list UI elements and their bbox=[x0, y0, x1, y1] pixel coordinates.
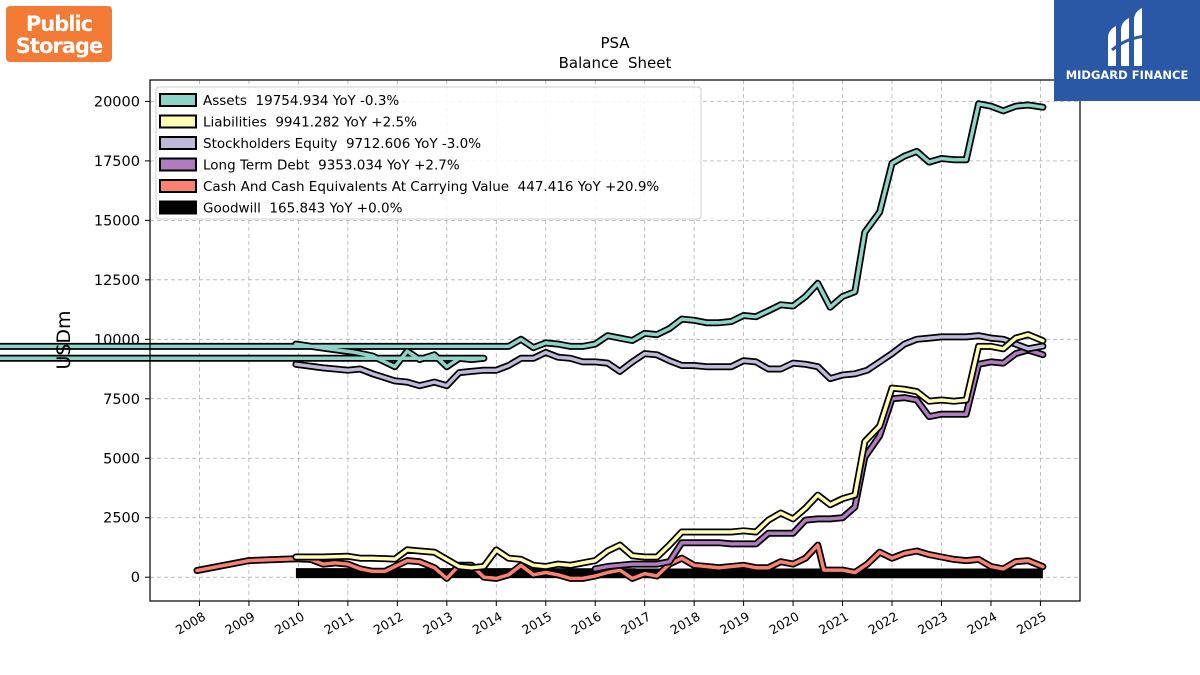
y-tick-label: 0 bbox=[131, 570, 140, 586]
x-tick-label: 2018 bbox=[668, 609, 703, 638]
y-tick-label: 5000 bbox=[103, 451, 140, 467]
y-tick-label: 7500 bbox=[103, 392, 140, 408]
chart-title: PSA bbox=[600, 34, 630, 52]
x-tick-label: 2017 bbox=[618, 609, 653, 638]
public-storage-logo-line2: Storage bbox=[15, 34, 103, 58]
legend-label: Long Term Debt 9353.034 YoY +2.7% bbox=[203, 158, 460, 174]
series-line bbox=[593, 348, 1045, 571]
legend-box bbox=[155, 86, 702, 220]
x-tick-label: 2010 bbox=[272, 609, 307, 638]
series-line bbox=[294, 333, 1045, 388]
y-tick-label: 17500 bbox=[94, 154, 140, 170]
x-tick-label: 2019 bbox=[717, 609, 752, 638]
y-axis-label: USDm bbox=[53, 310, 75, 369]
legend-label: Stockholders Equity 9712.606 YoY -3.0% bbox=[203, 136, 481, 152]
legend-swatch bbox=[159, 93, 197, 107]
public-storage-logo-line1: Public bbox=[25, 12, 93, 36]
x-tick-label: 2016 bbox=[569, 609, 604, 638]
y-tick-label: 12500 bbox=[94, 273, 140, 289]
public-storage-logo: Public Storage bbox=[6, 6, 112, 62]
series-line-outline bbox=[292, 331, 1047, 572]
x-tick-label: 2023 bbox=[915, 609, 950, 638]
series-liabilities bbox=[292, 331, 1047, 572]
legend-swatch bbox=[159, 200, 197, 215]
x-tick-label: 2012 bbox=[371, 609, 406, 638]
legend-swatch bbox=[159, 179, 197, 193]
y-tick-label: 2500 bbox=[103, 511, 140, 527]
midgard-finance-logo-text: MIDGARD FINANCE bbox=[1065, 68, 1189, 82]
legend-label: Goodwill 165.843 YoY +0.0% bbox=[203, 201, 403, 217]
x-tick-label: 2024 bbox=[964, 609, 999, 638]
x-tick-label: 2011 bbox=[321, 609, 356, 638]
x-tick-label: 2014 bbox=[470, 609, 505, 638]
legend-swatch bbox=[159, 136, 197, 150]
midgard-finance-emblem-icon bbox=[1108, 8, 1147, 66]
x-tick-label: 2022 bbox=[865, 609, 900, 638]
series-stockholders-equity bbox=[292, 332, 1047, 390]
x-tick-label: 2008 bbox=[173, 609, 208, 638]
legend-swatch bbox=[159, 157, 197, 172]
x-tick-label: 2009 bbox=[222, 609, 257, 638]
x-tick-label: 2013 bbox=[420, 609, 455, 638]
series-assets bbox=[0, 100, 1047, 371]
x-tick-label: 2021 bbox=[816, 609, 851, 638]
x-tick-label: 2020 bbox=[767, 609, 802, 638]
x-tick-label: 2015 bbox=[519, 609, 554, 638]
legend-label: Cash And Cash Equivalents At Carrying Va… bbox=[203, 179, 659, 195]
plot-frame bbox=[149, 79, 1081, 602]
series-line bbox=[0, 102, 1045, 369]
series-cash-and-cash-equivalents-at-carrying-value bbox=[193, 541, 1047, 582]
y-tick-label: 15000 bbox=[94, 213, 140, 229]
x-tick-label: 2025 bbox=[1014, 609, 1049, 638]
midgard-finance-logo: MIDGARD FINANCE bbox=[1054, 0, 1200, 101]
legend-swatch bbox=[159, 114, 197, 129]
legend-label: Assets 19754.934 YoY -0.3% bbox=[203, 93, 399, 109]
series-line bbox=[195, 543, 1045, 581]
legend: Assets 19754.934 YoY -0.3% Liabilities 99… bbox=[155, 86, 702, 220]
legend-label: Liabilities 9941.282 YoY +2.5% bbox=[203, 115, 417, 131]
plot-series bbox=[0, 100, 1047, 582]
y-tick-label: 10000 bbox=[94, 332, 140, 348]
chart-subtitle: Balance Sheet bbox=[559, 54, 672, 72]
series-long-term-debt bbox=[591, 346, 1047, 573]
series-line bbox=[294, 332, 1045, 570]
y-tick-label: 20000 bbox=[94, 94, 140, 110]
